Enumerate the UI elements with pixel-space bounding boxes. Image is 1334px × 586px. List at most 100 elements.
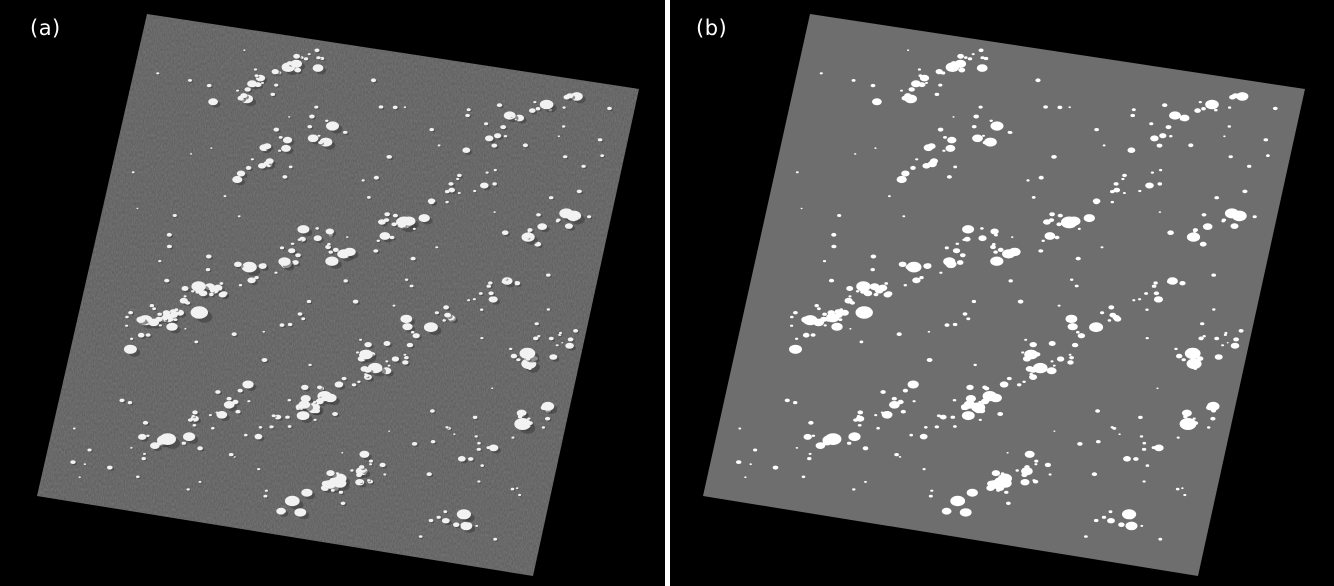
cloud-mask-patch	[849, 328, 852, 330]
cloud-mask-patch	[855, 306, 873, 319]
cloud-mask-patch	[973, 363, 977, 367]
cloud-mask-patch	[918, 74, 923, 78]
cloud-patch	[359, 338, 363, 341]
cloud-mask-patch	[901, 170, 910, 177]
cloud-mask-patch	[1149, 122, 1154, 126]
cloud-mask-patch	[898, 261, 907, 267]
cloud-patch	[392, 213, 398, 218]
cloud-mask-patch	[980, 227, 984, 230]
cloud-patch	[549, 354, 558, 360]
cloud-mask-patch	[855, 290, 860, 293]
cloud-mask-patch	[1228, 106, 1232, 109]
cloud-mask-patch	[801, 475, 806, 479]
cloud-mask-patch	[822, 260, 827, 263]
cloud-mask-patch	[1008, 247, 1021, 257]
cloud-mask-patch	[1004, 490, 1009, 494]
cloud-mask-patch	[1075, 256, 1081, 261]
cloud-mask-patch	[1053, 430, 1056, 432]
cloud-mask-patch	[891, 396, 897, 401]
cloud-mask-patch	[859, 340, 864, 344]
cloud-patch	[285, 415, 290, 419]
cloud-mask-patch	[966, 384, 974, 390]
cloud-patch	[296, 407, 300, 410]
cloud-patch	[488, 296, 498, 303]
cloud-mask-patch	[966, 488, 978, 497]
cloud-mask-patch	[896, 175, 907, 184]
cloud-patch	[533, 101, 537, 104]
cloud-patch	[466, 108, 471, 112]
cloud-patch	[350, 469, 354, 472]
cloud-patch	[294, 508, 307, 517]
cloud-patch	[243, 49, 246, 51]
cloud-patch	[510, 487, 515, 491]
cloud-patch	[247, 80, 258, 88]
cloud-mask-patch	[1179, 418, 1197, 430]
cloud-mask-patch	[1193, 367, 1197, 370]
cloud-patch	[314, 105, 319, 109]
cloud-patch	[418, 535, 423, 538]
cloud-patch	[262, 330, 266, 333]
cloud-patch	[253, 68, 258, 71]
cloud-mask-patch	[870, 254, 877, 259]
cloud-mask-patch	[1263, 138, 1269, 142]
cloud-patch	[477, 480, 481, 483]
cloud-mask-patch	[1067, 360, 1074, 365]
cloud-mask-patch	[991, 470, 1001, 477]
cloud-mask-patch	[789, 344, 802, 354]
cloud-mask-patch	[1074, 284, 1079, 288]
cloud-patch	[218, 291, 227, 298]
cloud-mask-patch	[1272, 106, 1278, 111]
cloud-patch	[511, 436, 515, 439]
cloud-patch	[192, 410, 198, 415]
cloud-patch	[324, 393, 337, 403]
cloud-patch	[145, 333, 151, 337]
cloud-patch	[477, 441, 481, 445]
cloud-patch	[356, 472, 363, 478]
cloud-mask-patch	[1167, 230, 1174, 235]
cloud-mask-patch	[1230, 342, 1240, 349]
cloud-mask-patch	[1038, 249, 1044, 253]
cloud-mask-patch	[978, 235, 987, 242]
cloud-patch	[376, 239, 380, 242]
cloud-patch	[125, 315, 129, 319]
cloud-patch	[368, 459, 374, 463]
panel-label-b: (b)	[696, 16, 728, 40]
cloud-mask-patch	[978, 400, 982, 404]
cloud-patch	[370, 78, 377, 83]
cloud-mask-patch	[958, 67, 966, 73]
cloud-patch	[426, 472, 432, 477]
cloud-mask-patch	[1188, 143, 1194, 148]
cloud-mask-patch	[1056, 222, 1062, 227]
cloud-mask-patch	[1184, 347, 1201, 359]
cloud-patch	[269, 425, 274, 429]
cloud-patch	[509, 115, 512, 118]
cloud-mask-patch	[989, 119, 993, 123]
cloud-mask-patch	[956, 260, 964, 265]
cloud-mask-patch	[1065, 223, 1072, 228]
cloud-patch	[279, 246, 285, 250]
cloud-mask-patch	[918, 82, 926, 88]
cloud-mask-patch	[1034, 459, 1039, 463]
cloud-mask-patch	[902, 388, 908, 393]
cloud-mask-patch	[900, 409, 906, 414]
cloud-mask-patch	[1145, 337, 1149, 340]
cloud-patch	[528, 367, 532, 370]
cloud-mask-patch	[1057, 213, 1063, 218]
cloud-mask-patch	[1224, 331, 1228, 335]
cloud-patch	[274, 414, 282, 420]
cloud-mask-patch	[1176, 353, 1183, 359]
cloud-mask-patch	[971, 53, 975, 56]
cloud-mask-patch	[1145, 308, 1149, 311]
cloud-mask-patch	[952, 248, 961, 254]
cloud-patch	[297, 312, 303, 316]
cloud-mask-patch	[1109, 312, 1117, 318]
cloud-patch	[211, 426, 215, 430]
cloud-mask-patch	[1024, 338, 1028, 341]
cloud-patch	[298, 400, 311, 409]
cloud-patch	[188, 79, 192, 82]
cloud-patch	[123, 344, 137, 354]
cloud-mask-patch	[897, 399, 904, 405]
cloud-mask-patch	[1038, 175, 1044, 180]
cloud-mask-patch	[847, 441, 852, 445]
cloud-patch	[257, 468, 261, 471]
